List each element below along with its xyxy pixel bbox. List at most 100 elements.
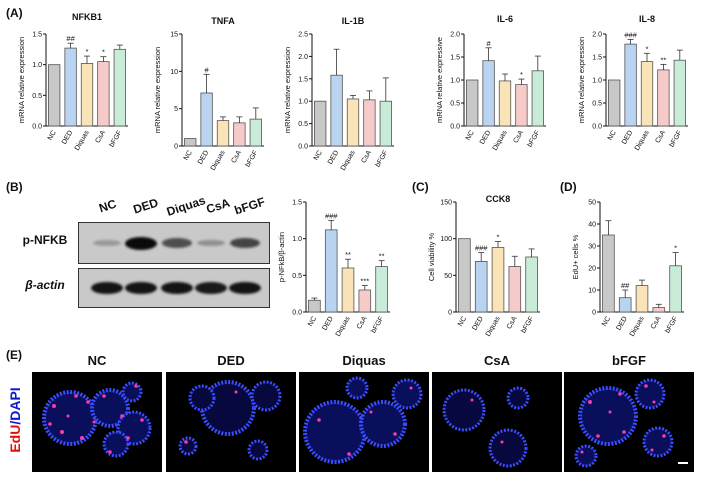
bar-ded <box>64 47 77 127</box>
y-tick-label: 0.0 <box>592 124 602 131</box>
x-tick-label: CsA <box>506 315 519 330</box>
y-tick-label: 1.5 <box>450 55 460 62</box>
x-tick-label: bFGF <box>245 150 260 169</box>
x-tick-label: DED <box>327 150 340 166</box>
x-tick-label: Diquas <box>74 129 91 152</box>
panel-label-c: (C) <box>412 180 429 194</box>
y-tick-label: 1.5 <box>292 200 302 207</box>
chart-d: 0 10 20 30 40 50 EdU+ cells % NC ## DED Diquas CsA *… <box>571 200 684 338</box>
chart-a2: TNFA 0 5 10 15 mRNA relative expression NC # DED… <box>153 16 264 172</box>
x-tick-label: DED <box>321 316 334 332</box>
bar-ded <box>474 260 488 313</box>
y-tick-label: 1.0 <box>450 78 460 85</box>
blot-band-ded <box>125 281 157 295</box>
x-tick-label: bFGF <box>370 316 385 335</box>
chart-title: TNFA <box>211 16 235 26</box>
bar-bfgf <box>113 48 126 127</box>
micro-title-diquas: Diquas <box>342 353 386 368</box>
y-tick-label: 50 <box>444 273 452 280</box>
bar-bfgf <box>669 265 682 313</box>
y-tick-label: 1.0 <box>298 99 308 106</box>
panel-label-a: (A) <box>6 6 23 20</box>
x-tick-label: NC <box>457 316 468 328</box>
micrograph-bfgf <box>564 372 694 472</box>
micrograph-bfgf-image <box>574 378 674 468</box>
bar-csa <box>233 122 246 147</box>
significance-label: ### <box>624 31 637 40</box>
x-tick-label: DED <box>61 130 74 146</box>
x-tick-label: Diquas <box>210 149 227 172</box>
micrograph-csa <box>432 372 562 472</box>
y-tick-label: 20 <box>588 266 596 273</box>
significance-label: ** <box>379 252 385 261</box>
blot-strip-actin <box>78 268 270 308</box>
y-tick-label: 0.0 <box>298 144 308 151</box>
significance-label: * <box>674 244 677 253</box>
y-tick-label: 1.5 <box>592 55 602 62</box>
y-tick-label: 0.0 <box>450 124 460 131</box>
y-tick-label: 50 <box>588 200 596 207</box>
bar-nc <box>184 138 197 147</box>
x-tick-label: DED <box>615 316 628 332</box>
chart-c: CCK8 0 50 100 150 Cell viability % NC ### DED * Di… <box>427 194 540 338</box>
bar-nc <box>314 100 327 147</box>
x-tick-label: CsA <box>512 129 525 144</box>
x-tick-label: bFGF <box>527 130 542 149</box>
x-tick-label: Diquas <box>485 315 502 338</box>
bar-bfgf <box>525 256 538 313</box>
blot-band-csa <box>197 239 225 247</box>
y-axis-label: EdU+ cells % <box>571 234 580 279</box>
y-tick-label: 0 <box>448 310 452 317</box>
panel-label-d: (D) <box>560 180 577 194</box>
y-tick-label: 150 <box>440 200 452 207</box>
y-axis-label: mRNA relative expression <box>17 37 26 123</box>
y-tick-label: 1.0 <box>592 78 602 85</box>
x-tick-label: DED <box>471 316 484 332</box>
bar-diquas <box>635 285 649 313</box>
blot-row-label-actin: β-actin <box>25 278 65 292</box>
y-tick-label: 2.0 <box>298 54 308 61</box>
y-tick-label: 1.5 <box>298 76 308 83</box>
bar-bfgf <box>673 59 686 127</box>
y-tick-label: 10 <box>170 69 178 76</box>
y-tick-label: 15 <box>170 32 178 39</box>
micrograph-nc <box>32 372 162 472</box>
scale-bar <box>678 462 688 464</box>
x-tick-label: bFGF <box>375 150 390 169</box>
western-blot-panel: NC DED Diquas CsA bFGF p-NFKB β-actin <box>16 193 270 316</box>
bar-nc <box>48 64 61 127</box>
x-tick-label: NC <box>601 316 612 328</box>
x-tick-label: CsA <box>94 129 107 144</box>
bar-bfgf <box>249 118 262 147</box>
chart-b: 0.0 0.5 1.0 1.5 p-NFkB/β-actin NC ### DED ** Diqu… <box>277 200 390 338</box>
x-tick-label: NC <box>183 150 194 162</box>
bar-bfgf <box>531 70 544 127</box>
x-tick-label: bFGF <box>520 316 535 335</box>
bar-diquas <box>346 98 360 147</box>
chart-a4: IL-6 0.0 0.5 1.0 1.5 2.0 mRNA relative express… <box>435 14 546 152</box>
panel-label-b: (B) <box>6 180 23 194</box>
significance-label: * <box>520 70 523 79</box>
x-tick-label: CsA <box>654 129 667 144</box>
micro-title-ded: DED <box>217 353 245 368</box>
bar-bfgf <box>375 266 388 313</box>
chart-a3: IL-1B 0.0 0.5 1.0 1.5 2.0 2.5 mRNA relative exp… <box>283 16 394 172</box>
bar-nc <box>608 79 621 127</box>
y-tick-label: 1.0 <box>292 236 302 243</box>
x-tick-label: NC <box>307 316 318 328</box>
blot-band-diquas <box>162 238 192 248</box>
y-tick-label: 0 <box>174 144 178 151</box>
blot-row-label-pnfkb: p-NFKB <box>22 233 68 247</box>
blot-band-nc <box>93 239 121 247</box>
x-tick-label: Diquas <box>629 315 646 338</box>
bar-csa <box>652 307 666 313</box>
chart-title: IL-1B <box>342 16 365 26</box>
bar-nc <box>466 79 479 127</box>
significance-label: ## <box>621 281 630 290</box>
x-tick-label: NC <box>465 130 476 142</box>
blot-lane-label-bfgf: bFGF <box>232 194 267 218</box>
edu-label: EdU <box>7 424 23 453</box>
x-tick-label: DED <box>479 130 492 146</box>
x-tick-label: Diquas <box>634 129 651 152</box>
blot-band-csa <box>195 281 227 295</box>
